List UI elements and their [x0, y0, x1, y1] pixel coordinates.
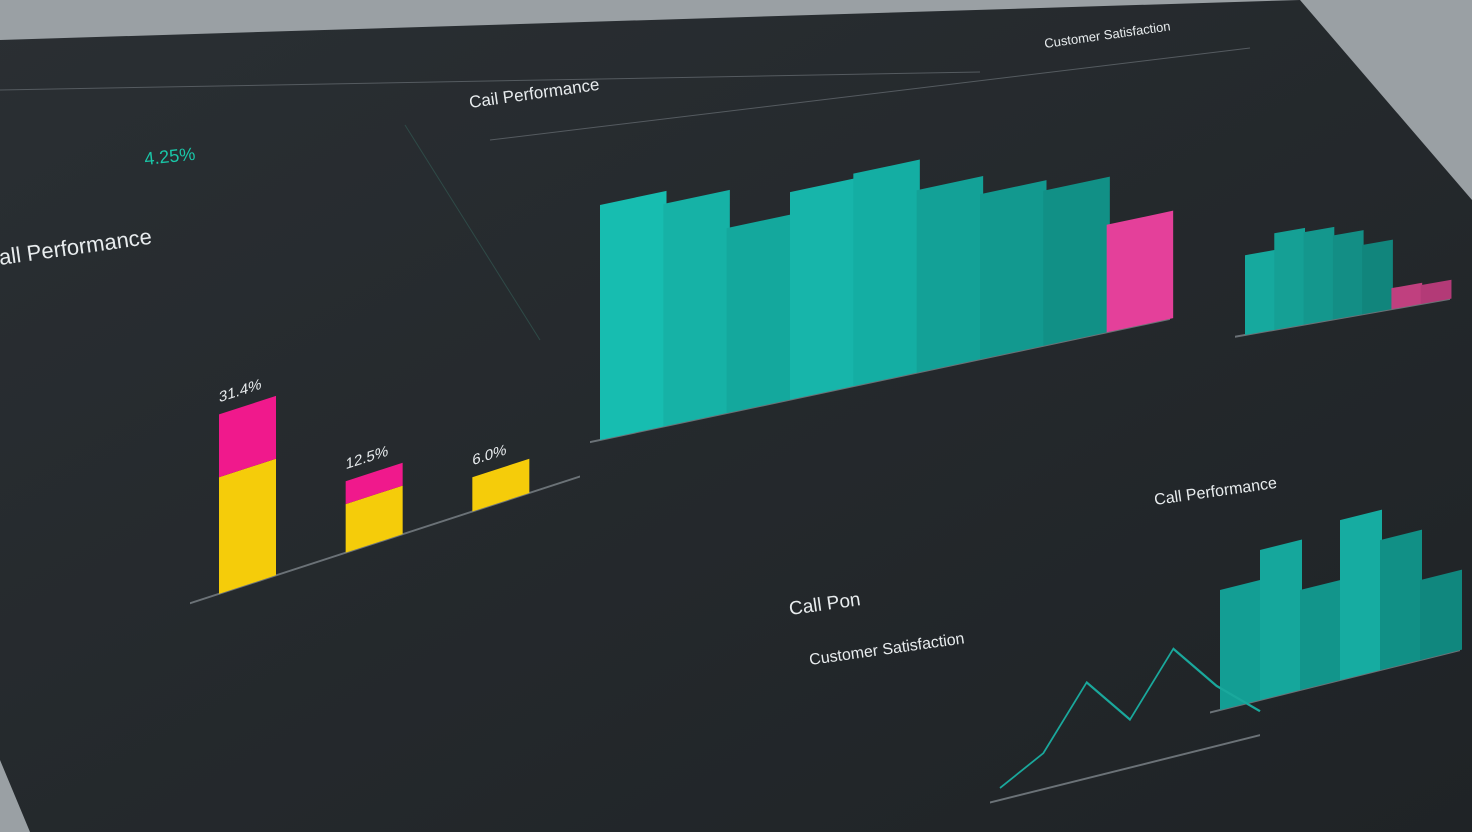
plot: [1235, 226, 1452, 338]
divider: [489, 47, 1251, 141]
plot: [990, 647, 1261, 804]
bar: [916, 176, 984, 373]
bar: [1362, 239, 1393, 315]
bar: [663, 189, 730, 427]
bar: [1340, 509, 1382, 681]
bar: [1300, 579, 1342, 691]
bar: [726, 213, 794, 414]
bar: [980, 180, 1047, 360]
chart-panel: Cail Performance: [468, 75, 1174, 444]
bar: [853, 159, 920, 387]
plot: [1210, 509, 1462, 714]
bar: [1274, 227, 1306, 330]
bar: [1420, 569, 1462, 661]
bar: [1043, 176, 1110, 346]
bar: [1220, 579, 1262, 710]
bar-segment: [219, 395, 276, 478]
bar: [600, 190, 667, 441]
bar: [1420, 279, 1452, 305]
line-series: [999, 647, 1261, 789]
divider: [404, 124, 541, 341]
bar: [1391, 282, 1423, 310]
bar: [1303, 226, 1335, 325]
bar: [1332, 230, 1364, 320]
plot: [590, 159, 1174, 444]
bar-segment: [345, 485, 403, 553]
bar-segment: [219, 458, 276, 594]
bar: [1245, 249, 1276, 335]
chart-panel: Customer Satisfaction: [1043, 18, 1452, 338]
divider: [0, 71, 981, 91]
bar-segment: [472, 458, 530, 512]
bar: [1380, 529, 1422, 671]
bar-segment: [345, 462, 403, 505]
bar: [1106, 210, 1174, 333]
bar: [1260, 539, 1302, 701]
bar: [790, 177, 857, 400]
baseline: [990, 734, 1260, 804]
